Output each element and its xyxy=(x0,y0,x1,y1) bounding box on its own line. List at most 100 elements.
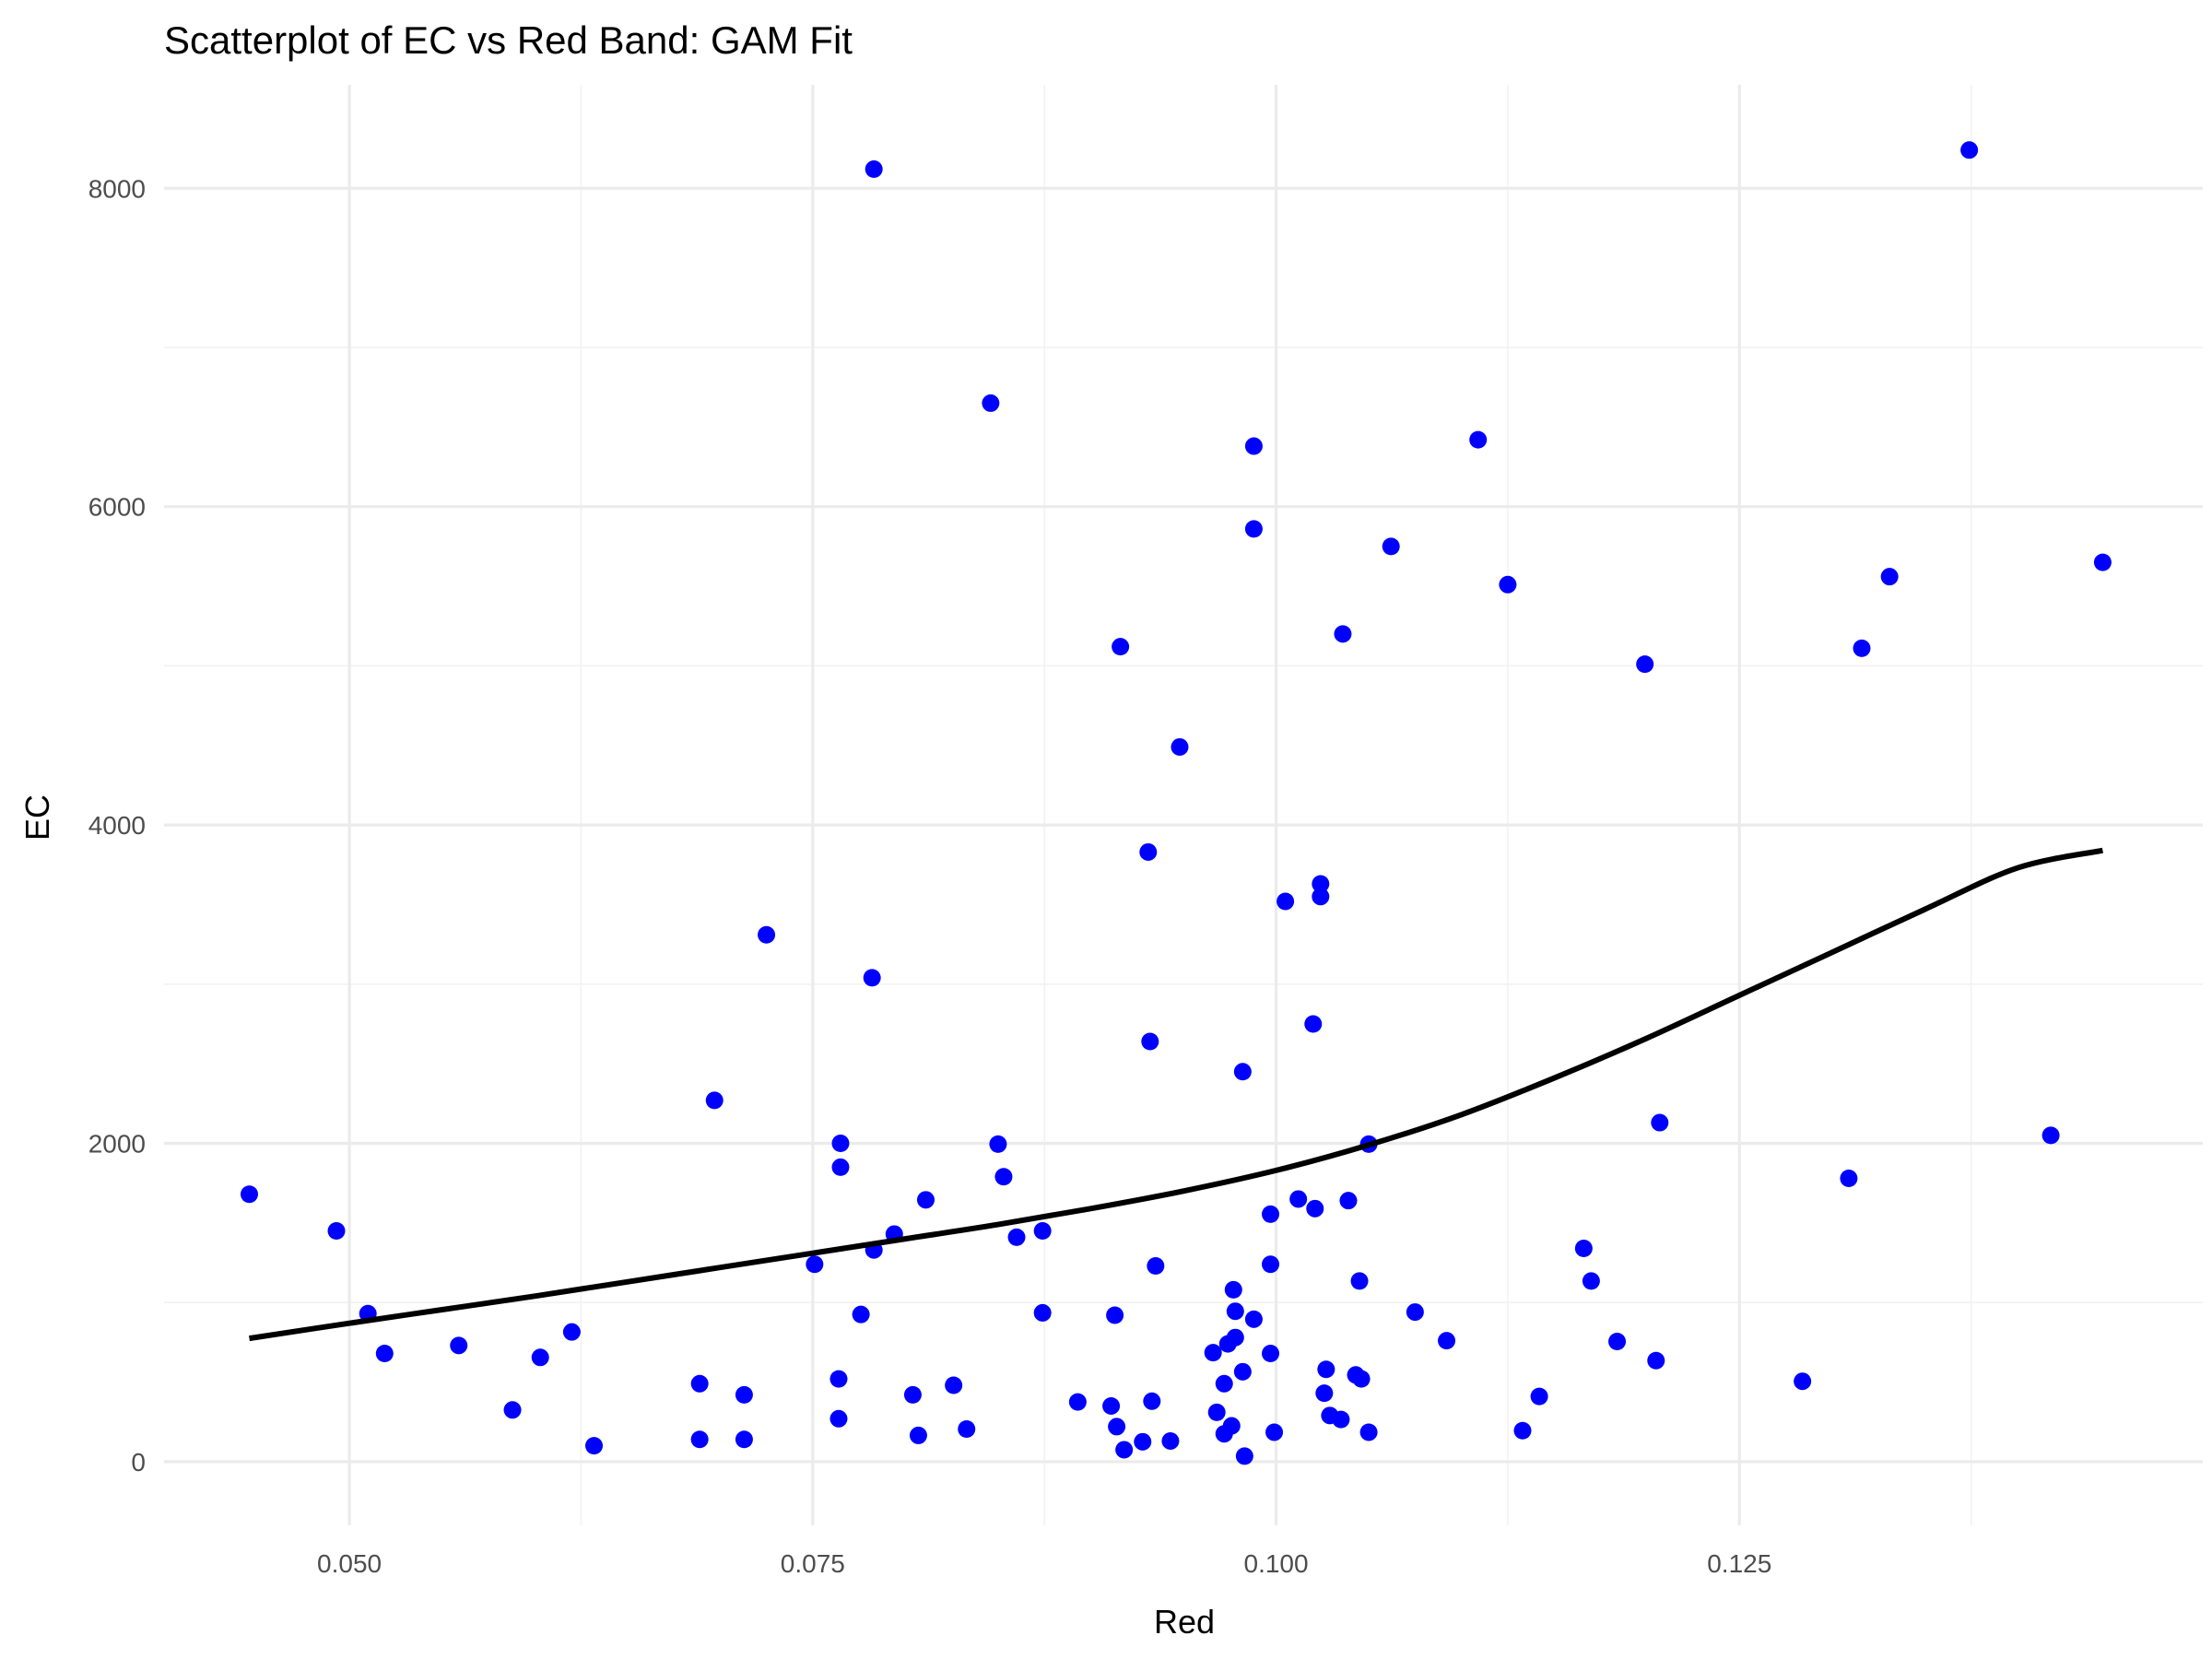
scatter-point xyxy=(1112,638,1130,656)
scatter-point xyxy=(450,1336,468,1355)
y-tick-label: 6000 xyxy=(88,493,146,522)
scatter-point xyxy=(909,1426,927,1444)
scatter-point xyxy=(865,160,883,179)
y-tick-label: 8000 xyxy=(88,174,146,203)
scatter-point xyxy=(758,925,776,944)
scatter-point xyxy=(1312,888,1330,906)
scatter-point xyxy=(830,1370,848,1388)
scatter-point xyxy=(982,394,1000,412)
scatter-point xyxy=(1334,625,1352,643)
scatter-point xyxy=(690,1430,709,1449)
y-tick-label: 0 xyxy=(131,1448,146,1477)
scatter-point xyxy=(1106,1306,1124,1324)
scatter-point xyxy=(1960,141,1979,159)
scatter-point xyxy=(1438,1332,1456,1350)
minor-gridlines xyxy=(164,85,2203,1525)
scatter-point xyxy=(903,1385,922,1404)
scatter-point xyxy=(1840,1169,1858,1187)
scatter-point xyxy=(994,1168,1013,1186)
scatter-point xyxy=(1277,892,1295,911)
y-tick-label: 2000 xyxy=(88,1130,146,1159)
x-axis-tick-labels: 0.050 0.075 0.100 0.125 xyxy=(317,1549,1771,1578)
scatter-point xyxy=(958,1420,976,1439)
scatter-point xyxy=(1115,1441,1134,1459)
scatter-point xyxy=(1226,1328,1244,1347)
scatter-point xyxy=(1853,639,1871,657)
scatter-point xyxy=(863,969,881,987)
scatter-points xyxy=(241,141,2112,1465)
scatter-point xyxy=(1647,1351,1665,1370)
scatter-point xyxy=(1265,1423,1284,1441)
scatter-point xyxy=(1215,1374,1233,1393)
scatter-point xyxy=(1352,1370,1371,1388)
scatter-point xyxy=(1262,1344,1280,1362)
scatter-point xyxy=(1382,537,1400,556)
y-tick-label: 4000 xyxy=(88,811,146,840)
scatter-point xyxy=(831,1158,850,1176)
scatter-point xyxy=(1262,1255,1280,1274)
y-axis-tick-labels: 0 2000 4000 6000 8000 xyxy=(88,174,146,1477)
scatter-point xyxy=(1161,1431,1180,1450)
scatter-point xyxy=(1406,1303,1424,1322)
scatter-point xyxy=(1171,737,1189,756)
scatter-point xyxy=(1608,1333,1627,1351)
scatter-point xyxy=(1007,1228,1026,1246)
scatter-point xyxy=(1651,1113,1669,1132)
scatter-point xyxy=(1312,875,1330,893)
scatter-point xyxy=(1033,1221,1052,1240)
scatter-point xyxy=(241,1185,259,1204)
scatter-point xyxy=(562,1323,581,1341)
scatter-point xyxy=(1880,568,1899,586)
scatter-point xyxy=(1108,1418,1126,1436)
scatter-point xyxy=(503,1401,522,1419)
scatter-point xyxy=(806,1255,824,1274)
scatter-point xyxy=(1147,1256,1165,1275)
scatter-point xyxy=(1033,1303,1052,1322)
scatter-point xyxy=(690,1374,709,1393)
scatter-point xyxy=(735,1385,753,1404)
scatter-point xyxy=(830,1409,848,1428)
scatter-point xyxy=(1244,520,1263,538)
scatter-point xyxy=(531,1348,549,1367)
scatter-point xyxy=(1530,1387,1548,1406)
scatter-point xyxy=(1235,1447,1253,1465)
scatter-point xyxy=(1143,1392,1161,1410)
scatter-point xyxy=(1350,1272,1369,1290)
scatter-point xyxy=(1068,1393,1087,1411)
scatter-point xyxy=(852,1305,870,1324)
scatter-point xyxy=(375,1344,394,1362)
scatter-point xyxy=(1513,1421,1532,1440)
scatter-point xyxy=(1262,1205,1280,1223)
y-axis-title: EC xyxy=(18,794,56,841)
scatter-point xyxy=(1499,575,1517,594)
scatter-point xyxy=(1233,1063,1252,1081)
scatter-point xyxy=(1134,1432,1152,1451)
scatter-point xyxy=(1289,1190,1308,1208)
scatter-point xyxy=(1233,1362,1252,1381)
scatter-point xyxy=(327,1221,346,1240)
scatter-point xyxy=(1306,1199,1324,1218)
scatter-point xyxy=(1469,430,1488,449)
scatter-point xyxy=(1315,1384,1334,1403)
scatter-point xyxy=(916,1191,935,1209)
scatter-point xyxy=(1359,1423,1378,1441)
major-gridlines xyxy=(164,85,2203,1525)
scatter-point xyxy=(1794,1372,1812,1391)
x-axis-title: Red xyxy=(1154,1603,1215,1641)
x-tick-label: 0.050 xyxy=(317,1549,382,1578)
scatter-point xyxy=(1304,1015,1323,1033)
scatter-point xyxy=(1582,1272,1600,1290)
chart-title: Scatterplot of EC vs Red Band: GAM Fit xyxy=(164,18,853,62)
scatter-point xyxy=(1141,1032,1159,1051)
scatter-point xyxy=(1207,1403,1226,1421)
scatter-point xyxy=(2041,1126,2060,1145)
x-tick-label: 0.125 xyxy=(1707,1549,1771,1578)
scatter-point xyxy=(1224,1280,1242,1299)
scatter-point xyxy=(945,1376,963,1394)
scatter-point xyxy=(1636,655,1654,674)
scatter-point xyxy=(1339,1192,1358,1210)
scatter-point xyxy=(585,1437,604,1455)
scatter-point xyxy=(1574,1239,1593,1257)
x-tick-label: 0.100 xyxy=(1244,1549,1309,1578)
scatter-point xyxy=(1139,842,1158,861)
